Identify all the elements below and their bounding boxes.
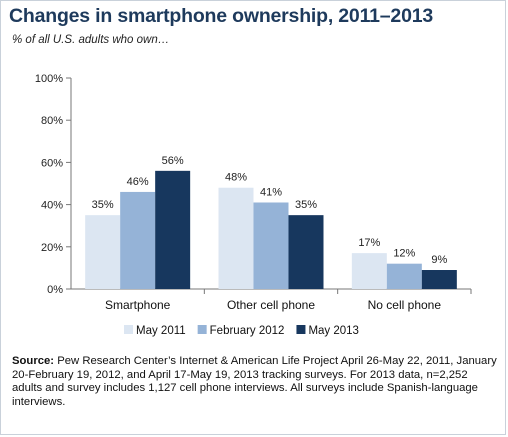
chart-subtitle: % of all U.S. adults who own… bbox=[12, 34, 170, 46]
data-label: 35% bbox=[92, 199, 114, 211]
data-label: 56% bbox=[162, 155, 184, 167]
y-tick-label: 60% bbox=[41, 157, 63, 169]
bar-february-2012-no-cell-phone bbox=[386, 263, 422, 289]
data-label: 12% bbox=[393, 248, 415, 260]
legend-swatch-may-2013 bbox=[296, 325, 306, 334]
bar-february-2012-other-cell-phone bbox=[253, 202, 289, 289]
legend-label-february-2012: February 2012 bbox=[210, 325, 285, 337]
bar-may-2011-smartphone bbox=[85, 215, 121, 289]
y-tick-label: 100% bbox=[35, 73, 63, 85]
category-label-no-cell-phone: No cell phone bbox=[368, 298, 442, 312]
bar-may-2013-no-cell-phone bbox=[421, 270, 457, 289]
bar-may-2013-other-cell-phone bbox=[288, 215, 324, 289]
data-label: 48% bbox=[225, 172, 247, 184]
y-tick-label: 40% bbox=[41, 200, 63, 212]
data-label: 17% bbox=[358, 237, 380, 249]
legend-label-may-2011: May 2011 bbox=[136, 325, 186, 337]
category-label-other-cell-phone: Other cell phone bbox=[227, 298, 315, 312]
data-label: 46% bbox=[127, 176, 149, 188]
y-tick-label: 80% bbox=[41, 115, 63, 127]
legend-swatch-february-2012 bbox=[197, 325, 207, 334]
data-label: 35% bbox=[295, 199, 317, 211]
bar-may-2011-other-cell-phone bbox=[218, 187, 254, 289]
legend-label-may-2013: May 2013 bbox=[308, 325, 359, 337]
y-tick-label: 0% bbox=[47, 284, 63, 296]
chart-title: Changes in smartphone ownership, 2011–20… bbox=[9, 5, 434, 27]
category-label-smartphone: Smartphone bbox=[105, 298, 171, 312]
y-tick-label: 20% bbox=[41, 242, 63, 254]
data-label: 9% bbox=[431, 254, 447, 266]
bar-may-2011-no-cell-phone bbox=[351, 253, 387, 289]
data-label: 41% bbox=[260, 186, 282, 198]
legend-swatch-may-2011 bbox=[124, 325, 133, 334]
source-note: Source: Pew Research Center’s Internet &… bbox=[12, 355, 498, 409]
bar-february-2012-smartphone bbox=[120, 191, 156, 289]
source-text: Pew Research Center’s Internet & America… bbox=[12, 355, 497, 408]
bar-may-2013-smartphone bbox=[155, 170, 191, 289]
source-label: Source: bbox=[12, 355, 55, 367]
